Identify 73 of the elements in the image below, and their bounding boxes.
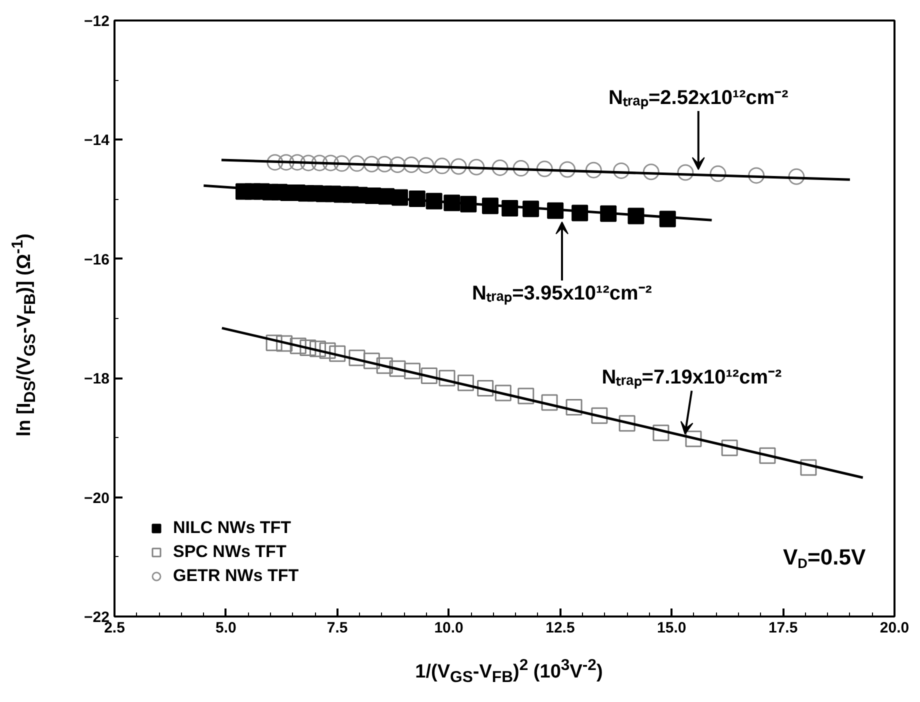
point: [585, 162, 602, 178]
point: [450, 158, 467, 175]
point: [438, 370, 456, 386]
point: [420, 367, 438, 384]
point: [788, 168, 805, 185]
point: [642, 164, 660, 180]
point: [266, 334, 282, 352]
point: [311, 154, 328, 172]
point: [389, 156, 406, 173]
point: [618, 415, 636, 432]
x-tick-label: 20.0: [880, 620, 910, 636]
annotation: Nₜᵣₐₚ=7.19x10¹²cm⁻²: [602, 366, 782, 390]
point: [278, 154, 294, 171]
point: [300, 339, 316, 356]
point: [363, 352, 380, 370]
point: [591, 407, 608, 424]
point: [404, 362, 420, 380]
y-tick-label: −14: [84, 132, 110, 150]
point: [363, 156, 380, 172]
point: [288, 154, 306, 171]
point: [536, 160, 553, 178]
point: [494, 384, 512, 402]
x-tick-label: 17.5: [768, 620, 798, 636]
point: [418, 157, 434, 174]
y-tick-label: −12: [84, 13, 110, 30]
annotation: Nₜᵣₐₚ=2.52x10¹²cm⁻²: [608, 86, 789, 110]
y-tick-label: −18: [84, 370, 110, 388]
point: [800, 459, 817, 476]
point: [322, 154, 339, 172]
point: [559, 161, 576, 178]
point: [434, 158, 450, 174]
y-tick-label: −16: [84, 251, 110, 268]
x-tick-label: 12.5: [546, 620, 575, 636]
point: [613, 162, 630, 179]
x-tick-label: 15.0: [657, 620, 686, 636]
y-tick-label: −20: [84, 490, 110, 507]
point: [389, 360, 406, 377]
point: [677, 164, 694, 181]
point: [266, 154, 284, 171]
point: [468, 158, 485, 176]
legend-label: SPC NWs TFT: [173, 542, 286, 562]
point: [309, 340, 326, 358]
point: [477, 380, 494, 396]
point: [403, 156, 420, 173]
point: [512, 160, 530, 177]
legend-label: NILC NWs TFT: [173, 518, 292, 538]
point: [376, 156, 393, 172]
legend-label: GETR NWs TFT: [173, 566, 299, 586]
point: [457, 374, 474, 392]
point: [685, 430, 702, 448]
x-tick-label: 10.0: [434, 620, 464, 636]
point: [334, 155, 350, 172]
point: [541, 394, 558, 411]
point: [329, 345, 346, 362]
point: [710, 165, 726, 182]
x-tick-label: 5.0: [216, 620, 236, 636]
point: [748, 167, 765, 184]
point: [300, 154, 317, 172]
annotation: Nₜᵣₐₚ=3.95x10¹²cm⁻²: [472, 282, 652, 306]
point: [276, 335, 293, 352]
point: [518, 388, 534, 404]
point: [319, 342, 336, 359]
x-tick-label: 7.5: [326, 620, 348, 636]
point: [290, 338, 306, 354]
point: [721, 440, 738, 456]
point: [566, 399, 582, 416]
point: [376, 357, 393, 374]
point: [652, 424, 670, 442]
point: [759, 447, 776, 464]
point: [348, 155, 366, 172]
text: 1/(V$_{GS}$-V$_{FB}$)$^{2}$ (10$^{3}$V$^{-2}$): [415, 657, 603, 686]
point: [348, 350, 366, 366]
point: [492, 159, 508, 176]
